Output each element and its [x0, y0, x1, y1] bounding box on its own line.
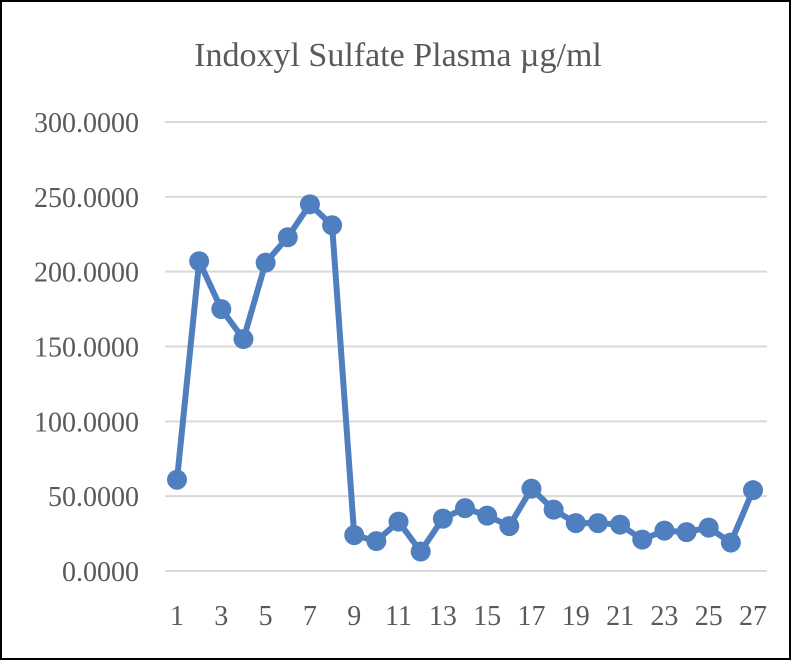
data-point	[277, 227, 298, 248]
data-point	[610, 514, 631, 535]
data-point	[189, 251, 210, 272]
data-point	[743, 480, 763, 501]
data-point	[521, 478, 542, 499]
data-point	[720, 532, 741, 553]
data-point	[698, 517, 719, 538]
y-tick-label: 200.0000	[34, 258, 139, 289]
data-point	[455, 498, 475, 519]
x-tick-label: 11	[385, 601, 412, 632]
x-tick-label: 13	[429, 601, 457, 632]
data-point	[255, 252, 276, 273]
data-point	[499, 516, 520, 537]
y-tick-label: 150.0000	[34, 333, 139, 364]
y-tick-label: 250.0000	[34, 183, 139, 214]
x-tick-label: 3	[214, 601, 228, 632]
data-point	[587, 513, 608, 534]
chart-title: Indoxyl Sulfate Plasma µg/ml	[194, 37, 602, 74]
data-point	[344, 525, 365, 546]
y-tick-label: 300.0000	[34, 108, 139, 139]
data-point	[632, 529, 653, 550]
data-point	[543, 499, 564, 520]
data-point	[167, 469, 187, 490]
x-tick-label: 19	[562, 601, 590, 632]
data-series	[167, 194, 763, 562]
x-tick-label: 15	[473, 601, 501, 632]
x-tick-label: 23	[650, 601, 678, 632]
y-tick-label: 50.0000	[48, 482, 139, 513]
data-point	[565, 513, 586, 534]
x-tick-label: 9	[347, 601, 361, 632]
x-tick-label: 17	[517, 601, 545, 632]
data-point	[211, 299, 232, 320]
x-axis-tick-labels: 1 3 5 7 9 11 13 15 17 19 21 23 25 27	[170, 601, 767, 632]
data-point	[410, 541, 431, 562]
data-point	[233, 329, 254, 350]
x-tick-label: 1	[170, 601, 184, 632]
data-point	[477, 505, 498, 526]
x-tick-label: 21	[606, 601, 634, 632]
y-tick-label: 0.0000	[62, 557, 139, 588]
data-point	[676, 522, 697, 543]
data-point	[654, 520, 675, 541]
data-point	[432, 508, 453, 529]
x-tick-label: 7	[303, 601, 317, 632]
data-point	[322, 215, 343, 236]
x-tick-label: 5	[259, 601, 273, 632]
x-tick-label: 27	[739, 601, 767, 632]
data-point	[299, 194, 320, 215]
y-tick-label: 100.0000	[34, 407, 139, 438]
x-tick-label: 25	[695, 601, 723, 632]
data-point	[388, 511, 409, 532]
y-axis-tick-labels: 0.0000 50.0000 100.0000 150.0000 200.0000 250…	[34, 108, 139, 588]
data-point	[366, 531, 387, 552]
